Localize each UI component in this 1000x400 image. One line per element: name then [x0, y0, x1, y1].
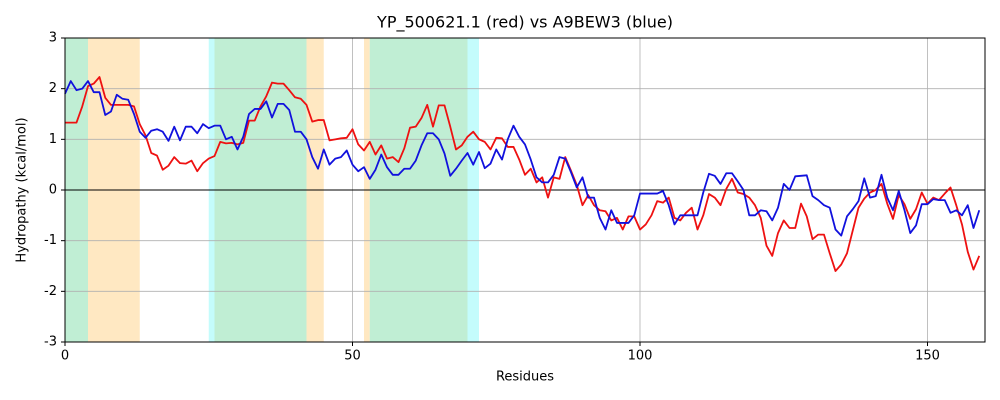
- x-tick-label: 0: [61, 349, 69, 364]
- series-line: [65, 76, 981, 272]
- x-axis-label: Residues: [496, 370, 554, 385]
- y-tick-label: 3: [49, 31, 57, 46]
- y-tick-label: -2: [44, 284, 57, 299]
- plot-area: [64, 37, 985, 343]
- y-tick-label: 0: [49, 183, 57, 198]
- chart-title: YP_500621.1 (red) vs A9BEW3 (blue): [376, 13, 673, 33]
- x-tick-label: 150: [915, 349, 940, 364]
- y-axis-label: Hydropathy (kcal/mol): [15, 117, 30, 262]
- y-tick-label: 1: [49, 132, 57, 147]
- y-tick-label: 2: [49, 81, 57, 96]
- series-line: [64, 80, 981, 237]
- y-tick-label: -1: [44, 233, 57, 248]
- y-tick-label: -3: [44, 335, 57, 350]
- x-tick-label: 50: [344, 349, 361, 364]
- x-tick-label: 100: [628, 349, 653, 364]
- axes-frame: [64, 37, 986, 343]
